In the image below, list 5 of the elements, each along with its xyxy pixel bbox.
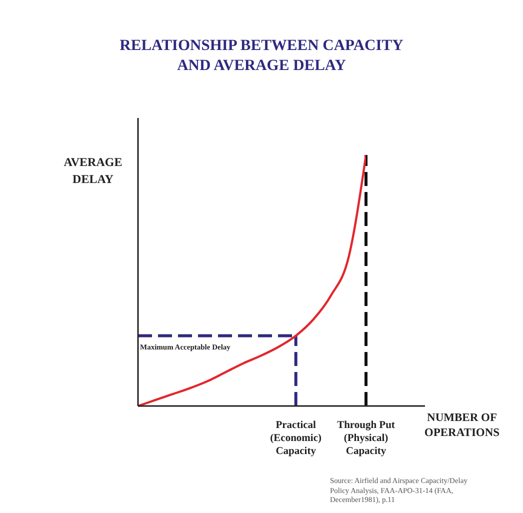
x-axis-title: NUMBER OF OPERATIONS (423, 411, 501, 441)
chart-title: RELATIONSHIP BETWEEN CAPACITY AND AVERAGE DELAY (118, 36, 404, 76)
x-tick-label: Through Put (Physical) Capacity (337, 420, 396, 457)
x-tick-label: Practical (Economic) Capacity (270, 420, 322, 457)
y-axis-title: AVERAGE DELAY (62, 154, 124, 188)
